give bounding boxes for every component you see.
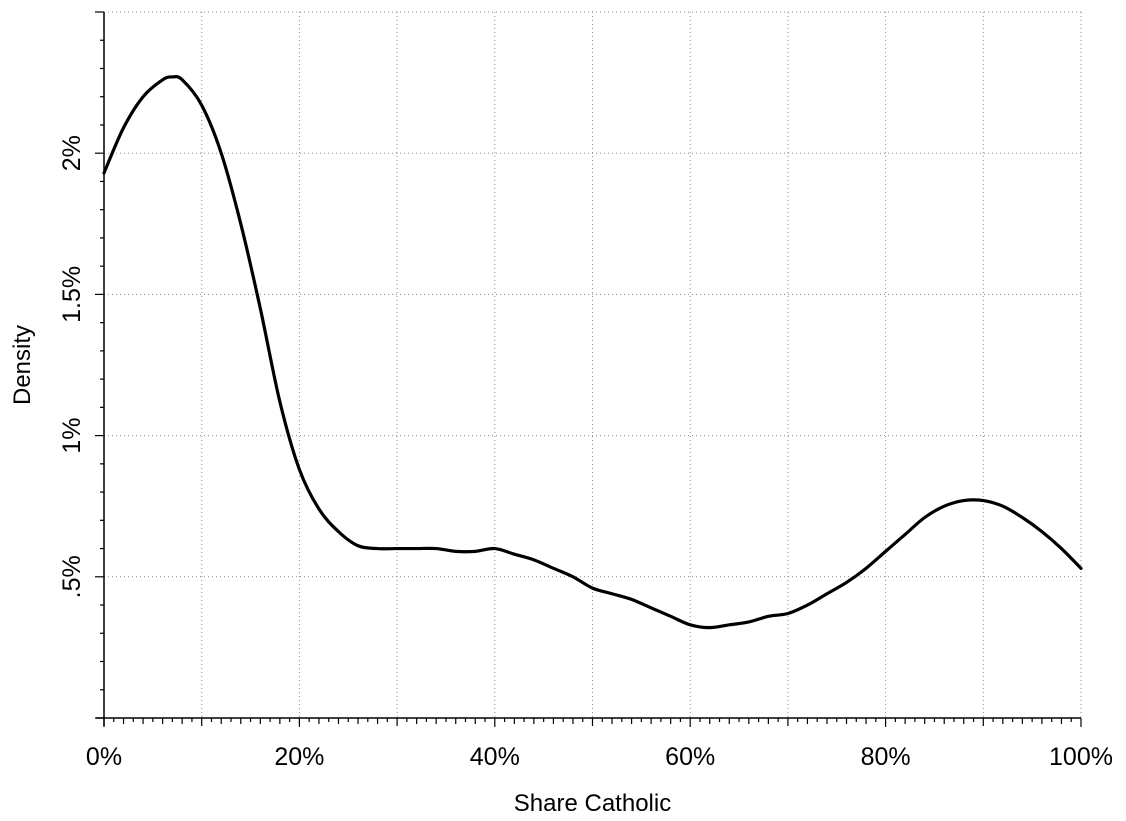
- y-tick-label: 1.5%: [58, 266, 86, 323]
- x-tick-label: 40%: [470, 743, 520, 771]
- x-axis-title: Share Catholic: [514, 790, 671, 817]
- axes: [96, 12, 1081, 726]
- grid-lines: [104, 11, 1082, 718]
- series: [102, 74, 1083, 630]
- tick-labels: 0% 20% 40% 60% 80% 100% .5% 1% 1.5% 2%: [58, 135, 1113, 771]
- density-curve: [102, 74, 1083, 630]
- y-tick-label: 2%: [58, 135, 86, 171]
- y-tick-label: 1%: [58, 418, 86, 454]
- x-tick-label: 80%: [861, 743, 911, 771]
- x-tick-label: 20%: [274, 743, 324, 771]
- y-tick-label: .5%: [58, 555, 86, 598]
- x-tick-label: 0%: [86, 743, 122, 771]
- x-tick-label: 60%: [665, 743, 715, 771]
- x-tick-label: 100%: [1049, 743, 1113, 771]
- axis-ticks: [95, 11, 1082, 727]
- y-axis-title: Density: [9, 325, 36, 405]
